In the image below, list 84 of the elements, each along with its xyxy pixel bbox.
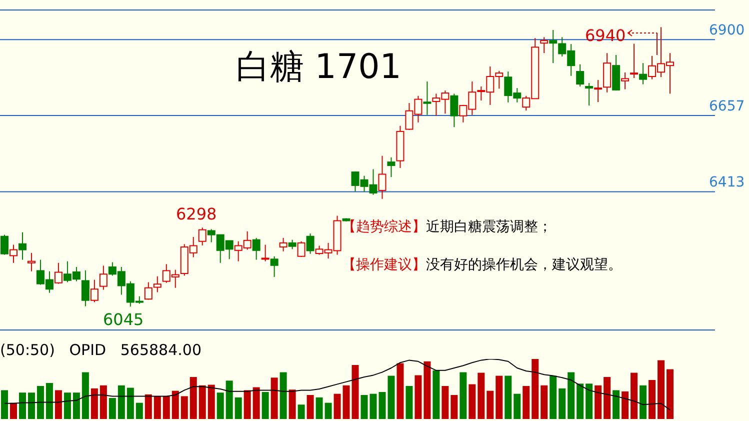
bar: [144, 394, 152, 419]
bar: [18, 392, 26, 419]
bar: [136, 402, 143, 419]
bar: [504, 376, 512, 419]
bar: [532, 359, 539, 419]
bar: [244, 390, 251, 419]
bar: [270, 378, 278, 419]
bar: [10, 402, 17, 419]
bar: [370, 394, 377, 419]
bar: [82, 372, 89, 419]
bar: [324, 402, 332, 419]
bar: [648, 380, 656, 419]
bar: [198, 385, 206, 419]
bar: [126, 388, 134, 419]
bar: [118, 385, 125, 419]
bar: [306, 395, 314, 419]
bar: [450, 395, 458, 419]
bar: [622, 391, 629, 419]
annotation: 【趋势综述】近期白糖震荡调整；: [342, 219, 552, 235]
bar: [64, 392, 71, 419]
bar: [666, 369, 674, 419]
bar: [334, 394, 341, 419]
bar: [28, 392, 35, 419]
bar: [414, 375, 422, 419]
bar: [316, 397, 323, 419]
bar: [540, 385, 548, 419]
y-tick-label: 6413: [709, 174, 745, 191]
bar: [1, 390, 8, 419]
bar: [586, 384, 593, 419]
bar: [432, 370, 440, 419]
annotation: 6298: [176, 204, 217, 224]
bar: [568, 372, 575, 419]
bar: [612, 390, 620, 419]
bar: [630, 372, 638, 419]
bar: [90, 388, 98, 419]
bar: [190, 377, 197, 419]
y-tick-label: 6657: [709, 98, 745, 114]
bar: [208, 384, 215, 419]
text: 白糖 1701: [236, 46, 402, 89]
bar: [108, 398, 116, 419]
bar: [388, 376, 395, 419]
bar: [576, 384, 584, 419]
bar: [288, 390, 296, 419]
bar: [226, 380, 233, 419]
bar: [640, 385, 647, 419]
bar: [54, 390, 62, 419]
bar: [550, 376, 557, 419]
bar: [298, 404, 305, 419]
bar: [36, 386, 44, 419]
bar: [558, 388, 566, 419]
bar: [172, 390, 179, 419]
bar: [262, 392, 269, 419]
bar: [342, 385, 350, 419]
bar: [478, 372, 485, 419]
bar: [406, 386, 413, 419]
bar: [216, 392, 224, 419]
bar: [378, 392, 386, 419]
bar: [396, 363, 404, 419]
bar: [424, 361, 431, 419]
bar: [496, 376, 503, 419]
bar: [658, 360, 665, 419]
bar: [252, 387, 260, 419]
bar: [360, 395, 368, 419]
bar: [162, 396, 170, 419]
bar: [46, 383, 53, 419]
bar: [442, 386, 449, 419]
bar: [234, 397, 242, 419]
bar: [460, 372, 467, 419]
annotation: 6045: [103, 310, 144, 329]
bar: [594, 385, 602, 419]
bar: [280, 372, 287, 419]
y-tick-label: 6900: [709, 22, 745, 39]
bar: [72, 392, 80, 419]
bar: [486, 390, 494, 419]
bar: [604, 377, 611, 419]
bar: [100, 385, 107, 419]
bar: [154, 396, 161, 419]
bar: [514, 394, 521, 419]
annotation: 【操作建议】没有好的操作机会，建议观望。: [342, 257, 622, 273]
bar: [522, 386, 530, 419]
annotation: (50:50) OPID 565884.00: [0, 341, 202, 359]
bar: [180, 396, 188, 419]
bar: [468, 384, 476, 419]
bar: [352, 365, 359, 419]
